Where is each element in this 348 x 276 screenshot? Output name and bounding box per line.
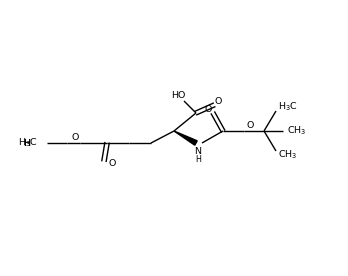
Text: O: O: [214, 97, 222, 105]
Text: HO: HO: [171, 92, 185, 100]
Text: $\mathregular{H_3C}$: $\mathregular{H_3C}$: [278, 101, 298, 113]
Text: $\mathregular{H_3C}$: $\mathregular{H_3C}$: [18, 137, 38, 149]
Text: H: H: [195, 155, 201, 163]
Text: O: O: [108, 160, 116, 169]
Text: O: O: [246, 121, 254, 131]
Text: N: N: [195, 147, 201, 156]
Text: H: H: [23, 139, 30, 147]
Text: O: O: [204, 105, 212, 113]
Text: O: O: [71, 134, 79, 142]
Text: $\mathregular{CH_3}$: $\mathregular{CH_3}$: [287, 125, 307, 137]
Text: $\mathregular{CH_3}$: $\mathregular{CH_3}$: [278, 149, 298, 161]
Polygon shape: [174, 131, 197, 145]
Text: H: H: [23, 139, 30, 147]
